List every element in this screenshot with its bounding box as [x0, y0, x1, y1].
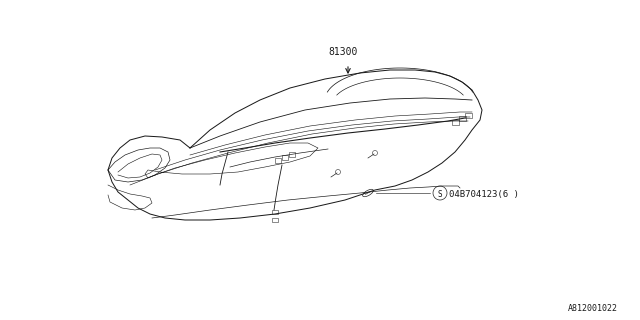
Text: 81300: 81300 [328, 47, 358, 57]
Bar [282, 155, 288, 159]
Bar [272, 210, 278, 214]
Bar [275, 157, 281, 163]
Bar [452, 120, 459, 125]
Text: A812001022: A812001022 [568, 304, 618, 313]
Bar [465, 113, 472, 118]
Bar [289, 151, 295, 156]
Text: S: S [438, 189, 442, 198]
Text: 04B704123(6 ): 04B704123(6 ) [449, 189, 519, 198]
Bar [272, 218, 278, 222]
Bar [459, 116, 466, 121]
